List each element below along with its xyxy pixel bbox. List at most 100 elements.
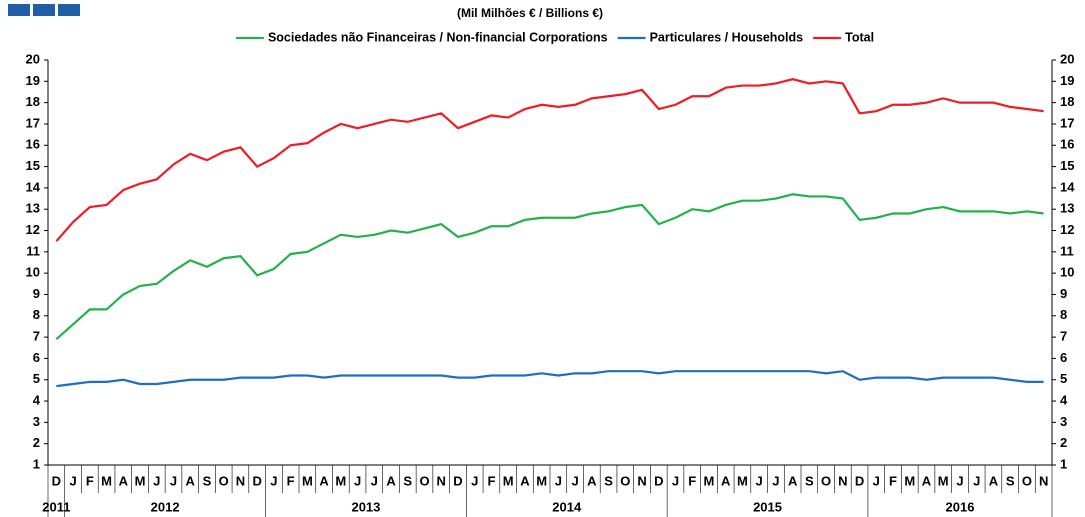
x-tick-label: D — [453, 473, 462, 488]
x-tick-label: S — [805, 473, 814, 488]
x-tick-label: O — [1022, 473, 1032, 488]
year-label: 2012 — [151, 499, 180, 514]
y-tick-label-right: 12 — [1060, 222, 1074, 237]
x-tick-label: J — [555, 473, 562, 488]
x-tick-label: O — [620, 473, 630, 488]
x-tick-label: A — [186, 473, 196, 488]
y-tick-label: 4 — [33, 392, 41, 407]
x-tick-label: J — [153, 473, 160, 488]
year-label: 2013 — [351, 499, 380, 514]
y-tick-label-right: 19 — [1060, 73, 1074, 88]
x-tick-label: M — [536, 473, 547, 488]
y-tick-label-right: 1 — [1060, 456, 1067, 471]
y-tick-label-right: 9 — [1060, 286, 1067, 301]
x-tick-label: D — [252, 473, 261, 488]
legend-label: Total — [845, 30, 874, 44]
x-tick-label: J — [270, 473, 277, 488]
x-tick-label: S — [403, 473, 412, 488]
legend: Sociedades não Financeiras / Non-financi… — [235, 30, 874, 44]
y-tick-label-right: 16 — [1060, 137, 1074, 152]
y-tick-label-right: 6 — [1060, 350, 1067, 365]
x-tick-label: M — [335, 473, 346, 488]
x-tick-label: M — [938, 473, 949, 488]
x-tick-label: A — [989, 473, 999, 488]
x-tick-label: A — [520, 473, 530, 488]
chart-subtitle: (Mil Milhões € / Billions €) — [457, 6, 603, 20]
y-tick-label-right: 18 — [1060, 94, 1074, 109]
x-tick-label: M — [135, 473, 146, 488]
x-tick-label: J — [371, 473, 378, 488]
y-tick-label: 20 — [26, 51, 40, 66]
year-label: 2011 — [42, 499, 70, 514]
year-label: 2014 — [552, 499, 582, 514]
y-tick-label-right: 15 — [1060, 158, 1074, 173]
year-label: 2015 — [753, 499, 782, 514]
logo-block — [33, 4, 55, 16]
x-tick-label: M — [302, 473, 313, 488]
y-tick-label: 17 — [26, 115, 40, 130]
x-tick-label: D — [52, 473, 61, 488]
y-tick-label: 13 — [26, 201, 40, 216]
y-tick-label-right: 2 — [1060, 435, 1067, 450]
legend-label: Particulares / Households — [650, 30, 804, 44]
y-tick-label: 19 — [26, 73, 40, 88]
y-tick-label: 16 — [26, 137, 40, 152]
x-tick-label: M — [904, 473, 915, 488]
x-tick-label: J — [471, 473, 478, 488]
y-tick-label: 9 — [33, 286, 40, 301]
x-tick-label: S — [203, 473, 212, 488]
x-tick-label: A — [721, 473, 731, 488]
y-tick-label: 7 — [33, 329, 40, 344]
logo-block — [58, 4, 80, 16]
legend-label: Sociedades não Financeiras / Non-financi… — [268, 30, 608, 44]
x-tick-label: M — [101, 473, 112, 488]
y-tick-label: 8 — [33, 307, 40, 322]
y-tick-label-right: 13 — [1060, 201, 1074, 216]
x-tick-label: D — [855, 473, 864, 488]
y-tick-label: 18 — [26, 94, 40, 109]
x-tick-label: J — [354, 473, 361, 488]
x-tick-label: N — [437, 473, 446, 488]
x-tick-label: F — [287, 473, 295, 488]
x-tick-label: M — [704, 473, 715, 488]
y-tick-label-right: 3 — [1060, 414, 1067, 429]
x-tick-label: N — [1039, 473, 1048, 488]
x-tick-label: M — [503, 473, 514, 488]
y-tick-label-right: 8 — [1060, 307, 1067, 322]
y-tick-label: 3 — [33, 414, 40, 429]
x-tick-label: S — [1006, 473, 1015, 488]
year-label: 2016 — [946, 499, 975, 514]
y-tick-label: 15 — [26, 158, 40, 173]
y-tick-label-right: 4 — [1060, 392, 1068, 407]
x-tick-label: A — [587, 473, 597, 488]
x-tick-label: J — [170, 473, 177, 488]
x-tick-label: J — [756, 473, 763, 488]
y-tick-label: 5 — [33, 371, 40, 386]
y-tick-label-right: 5 — [1060, 371, 1067, 386]
x-tick-label: F — [487, 473, 495, 488]
y-tick-label-right: 14 — [1060, 179, 1075, 194]
y-tick-label: 12 — [26, 222, 40, 237]
x-tick-label: N — [838, 473, 847, 488]
x-tick-label: A — [319, 473, 329, 488]
y-tick-label: 1 — [33, 456, 40, 471]
y-tick-label-right: 11 — [1060, 243, 1074, 258]
y-tick-label: 14 — [26, 179, 41, 194]
y-tick-label: 6 — [33, 350, 40, 365]
x-tick-label: O — [821, 473, 831, 488]
x-tick-label: A — [386, 473, 396, 488]
x-tick-label: F — [889, 473, 897, 488]
x-tick-label: J — [873, 473, 880, 488]
x-tick-label: S — [604, 473, 613, 488]
y-tick-label-right: 20 — [1060, 51, 1074, 66]
x-tick-label: O — [419, 473, 429, 488]
y-tick-label: 11 — [26, 243, 40, 258]
series-line — [55, 78, 1044, 242]
y-tick-label-right: 10 — [1060, 265, 1074, 280]
x-tick-label: J — [956, 473, 963, 488]
x-tick-label: A — [788, 473, 798, 488]
x-tick-label: A — [119, 473, 129, 488]
y-tick-label: 10 — [26, 265, 40, 280]
x-tick-label: J — [672, 473, 679, 488]
